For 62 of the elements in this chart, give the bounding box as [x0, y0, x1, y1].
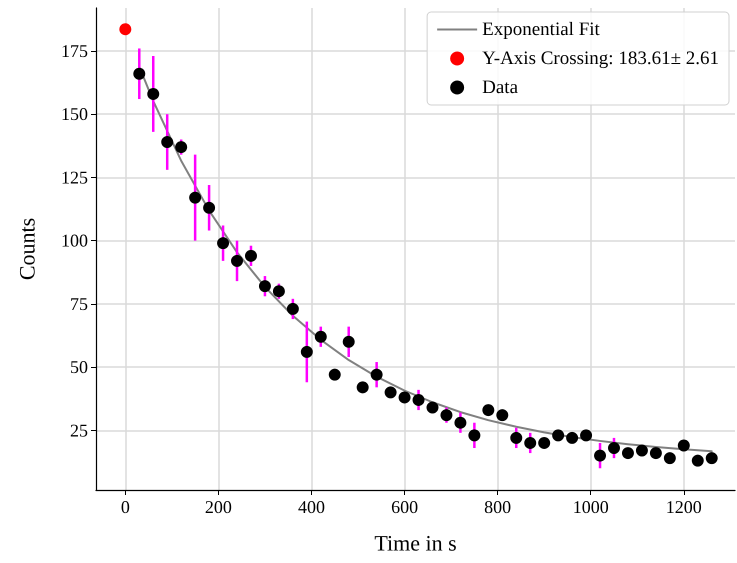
point [664, 452, 676, 464]
point [175, 141, 188, 154]
point [272, 285, 285, 298]
point [706, 452, 718, 464]
legend-label: Data [482, 77, 519, 98]
y-tick-label: 100 [61, 230, 88, 251]
point [468, 429, 480, 442]
point [300, 346, 313, 358]
y-tick-label: 50 [70, 357, 88, 378]
point [370, 368, 383, 381]
x-tick-label: 0 [120, 497, 130, 517]
point [510, 432, 522, 444]
point [133, 68, 146, 80]
point [622, 447, 634, 460]
y-tick-label: 125 [61, 167, 88, 188]
x-tick-label: 800 [484, 497, 512, 517]
point [231, 254, 244, 267]
x-tick-label: 1000 [572, 497, 609, 517]
point [496, 409, 508, 422]
legend-label: Exponential Fit [482, 19, 601, 40]
point [356, 381, 369, 394]
point [314, 330, 327, 343]
point [189, 192, 202, 204]
x-tick-label: 1200 [666, 497, 702, 517]
point [384, 386, 397, 398]
point [650, 447, 662, 460]
point [678, 439, 690, 452]
point [692, 454, 704, 467]
point [440, 409, 452, 422]
x-tick-label: 200 [204, 497, 232, 517]
point [398, 391, 411, 404]
point [426, 402, 438, 414]
point [147, 88, 160, 100]
point [342, 336, 355, 348]
point [161, 136, 174, 148]
point [203, 202, 216, 214]
x-tick-label: 400 [298, 497, 325, 517]
point [636, 444, 648, 457]
point [566, 432, 578, 444]
x-axis-title: Time in s [374, 530, 457, 556]
point [328, 368, 341, 381]
point [538, 436, 550, 449]
point [412, 394, 425, 406]
point [217, 237, 230, 250]
point [524, 436, 536, 449]
point [580, 429, 592, 442]
point [608, 442, 620, 454]
point [454, 416, 466, 429]
y-axis-title: Counts [14, 218, 40, 280]
y-tick-label: 150 [61, 104, 88, 124]
point [286, 302, 299, 315]
y-tick-label: 25 [70, 420, 88, 440]
y-tick-label: 75 [70, 294, 88, 314]
point [258, 280, 271, 292]
y-tick-label: 175 [61, 40, 88, 61]
point [594, 450, 606, 462]
x-tick-label: 600 [391, 497, 418, 517]
point [482, 404, 494, 416]
point [244, 250, 257, 262]
legend-label: Y-Axis Crossing: 183.61± 2.61 [482, 48, 720, 69]
point [552, 429, 564, 442]
point [119, 23, 132, 36]
